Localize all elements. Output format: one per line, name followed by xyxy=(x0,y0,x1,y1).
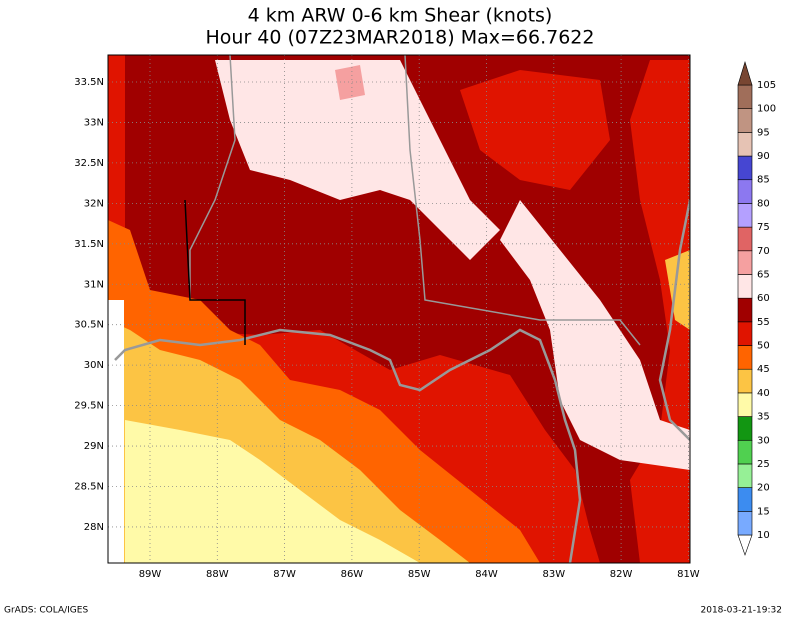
lat-label: 29N xyxy=(84,441,104,452)
lon-label: 81W xyxy=(677,569,700,580)
colorbar-label: 105 xyxy=(757,80,776,91)
colorbar-label: 70 xyxy=(757,246,770,257)
lat-label: 29.5N xyxy=(74,401,104,412)
lat-label: 30.5N xyxy=(74,320,104,331)
lon-label: 85W xyxy=(408,569,431,580)
colorbar-segment xyxy=(737,487,753,512)
axis-labels: 33.5N 33N 32.5N 32N 31.5N 31N 30.5N 30N 29.5N 29N… xyxy=(74,77,700,580)
lon-label: 83W xyxy=(542,569,565,580)
colorbar-label: 50 xyxy=(757,341,770,352)
shading xyxy=(215,60,500,260)
colorbar-label: 60 xyxy=(757,293,770,304)
lat-label: 32.5N xyxy=(74,158,104,169)
colorbar-label: 15 xyxy=(757,506,770,517)
colorbar-segment xyxy=(737,132,753,157)
lon-label: 86W xyxy=(341,569,364,580)
colorbar-segment xyxy=(737,297,753,323)
lon-label: 89W xyxy=(139,569,162,580)
colorbar-segment xyxy=(737,345,753,370)
colorbar-label: 85 xyxy=(757,175,770,186)
state-border xyxy=(404,55,641,346)
lat-label: 33.5N xyxy=(74,77,104,88)
lon-label: 88W xyxy=(206,569,229,580)
title-line: Hour 40 (07Z23MAR2018) Max=66.7622 xyxy=(206,27,595,49)
colorbar-label: 25 xyxy=(757,459,770,470)
lat-label: 31.5N xyxy=(74,239,104,250)
lat-label: 32N xyxy=(84,198,104,209)
lon-label: 87W xyxy=(273,569,296,580)
shading xyxy=(460,70,610,190)
colorbar-label: 90 xyxy=(757,151,770,162)
colorbar-segment xyxy=(737,463,753,488)
colorbar-segment xyxy=(737,392,753,417)
colorbar-label: 55 xyxy=(757,317,770,328)
colorbar-end xyxy=(737,534,753,556)
colorbar-segment xyxy=(737,155,753,181)
colorbar-end xyxy=(737,60,753,86)
lat-label: 28.5N xyxy=(74,482,104,493)
shading xyxy=(665,250,690,330)
colorbar-segment xyxy=(737,179,753,204)
title-line: 4 km ARW 0-6 km Shear (knots) xyxy=(248,5,553,27)
coastline xyxy=(658,199,690,441)
colorbar-segment xyxy=(737,274,753,299)
colorbar-label: 75 xyxy=(757,222,770,233)
state-border xyxy=(189,55,236,300)
shading xyxy=(500,200,690,470)
footer-right: 2018-03-21-19:32 xyxy=(701,606,783,616)
colorbar-label: 45 xyxy=(757,364,770,375)
map-frame xyxy=(107,54,691,564)
shading xyxy=(125,420,420,563)
shading xyxy=(335,65,365,100)
graticule xyxy=(108,55,690,563)
lat-label: 33N xyxy=(84,117,104,128)
lon-label: 82W xyxy=(610,569,633,580)
colorbar-label: 100 xyxy=(757,104,776,115)
colorbar-segment xyxy=(737,416,753,441)
colorbar-label: 35 xyxy=(757,412,770,423)
colorbar-label: 65 xyxy=(757,269,770,280)
map-field xyxy=(108,55,690,563)
lat-label: 28N xyxy=(84,522,104,533)
colorbar-segment xyxy=(737,511,753,536)
colorbar: 10 15 20 25 30 35 40 45 50 55 60 65 70 75 80 85 90 95 100 1… xyxy=(737,60,776,556)
lat-label: 31N xyxy=(84,279,104,290)
colorbar-label: 10 xyxy=(757,530,770,541)
colorbar-segment xyxy=(737,439,753,465)
colorbar-label: 20 xyxy=(757,483,770,494)
colorbar-segment xyxy=(737,108,753,133)
colorbar-segment xyxy=(737,203,753,228)
colorbar-label: 80 xyxy=(757,198,770,209)
shading xyxy=(108,300,124,563)
lon-label: 84W xyxy=(475,569,498,580)
colorbar-segment xyxy=(737,368,753,394)
colorbar-segment xyxy=(737,250,753,275)
colorbar-segment xyxy=(737,84,753,109)
colorbar-segment xyxy=(737,226,753,252)
colorbar-label: 30 xyxy=(757,435,770,446)
coastline xyxy=(114,328,582,563)
footer-left: GrADS: COLA/IGES xyxy=(4,606,88,616)
lat-label: 30N xyxy=(84,360,104,371)
colorbar-label: 95 xyxy=(757,127,770,138)
colorbar-segment xyxy=(737,321,753,346)
colorbar-label: 40 xyxy=(757,388,770,399)
